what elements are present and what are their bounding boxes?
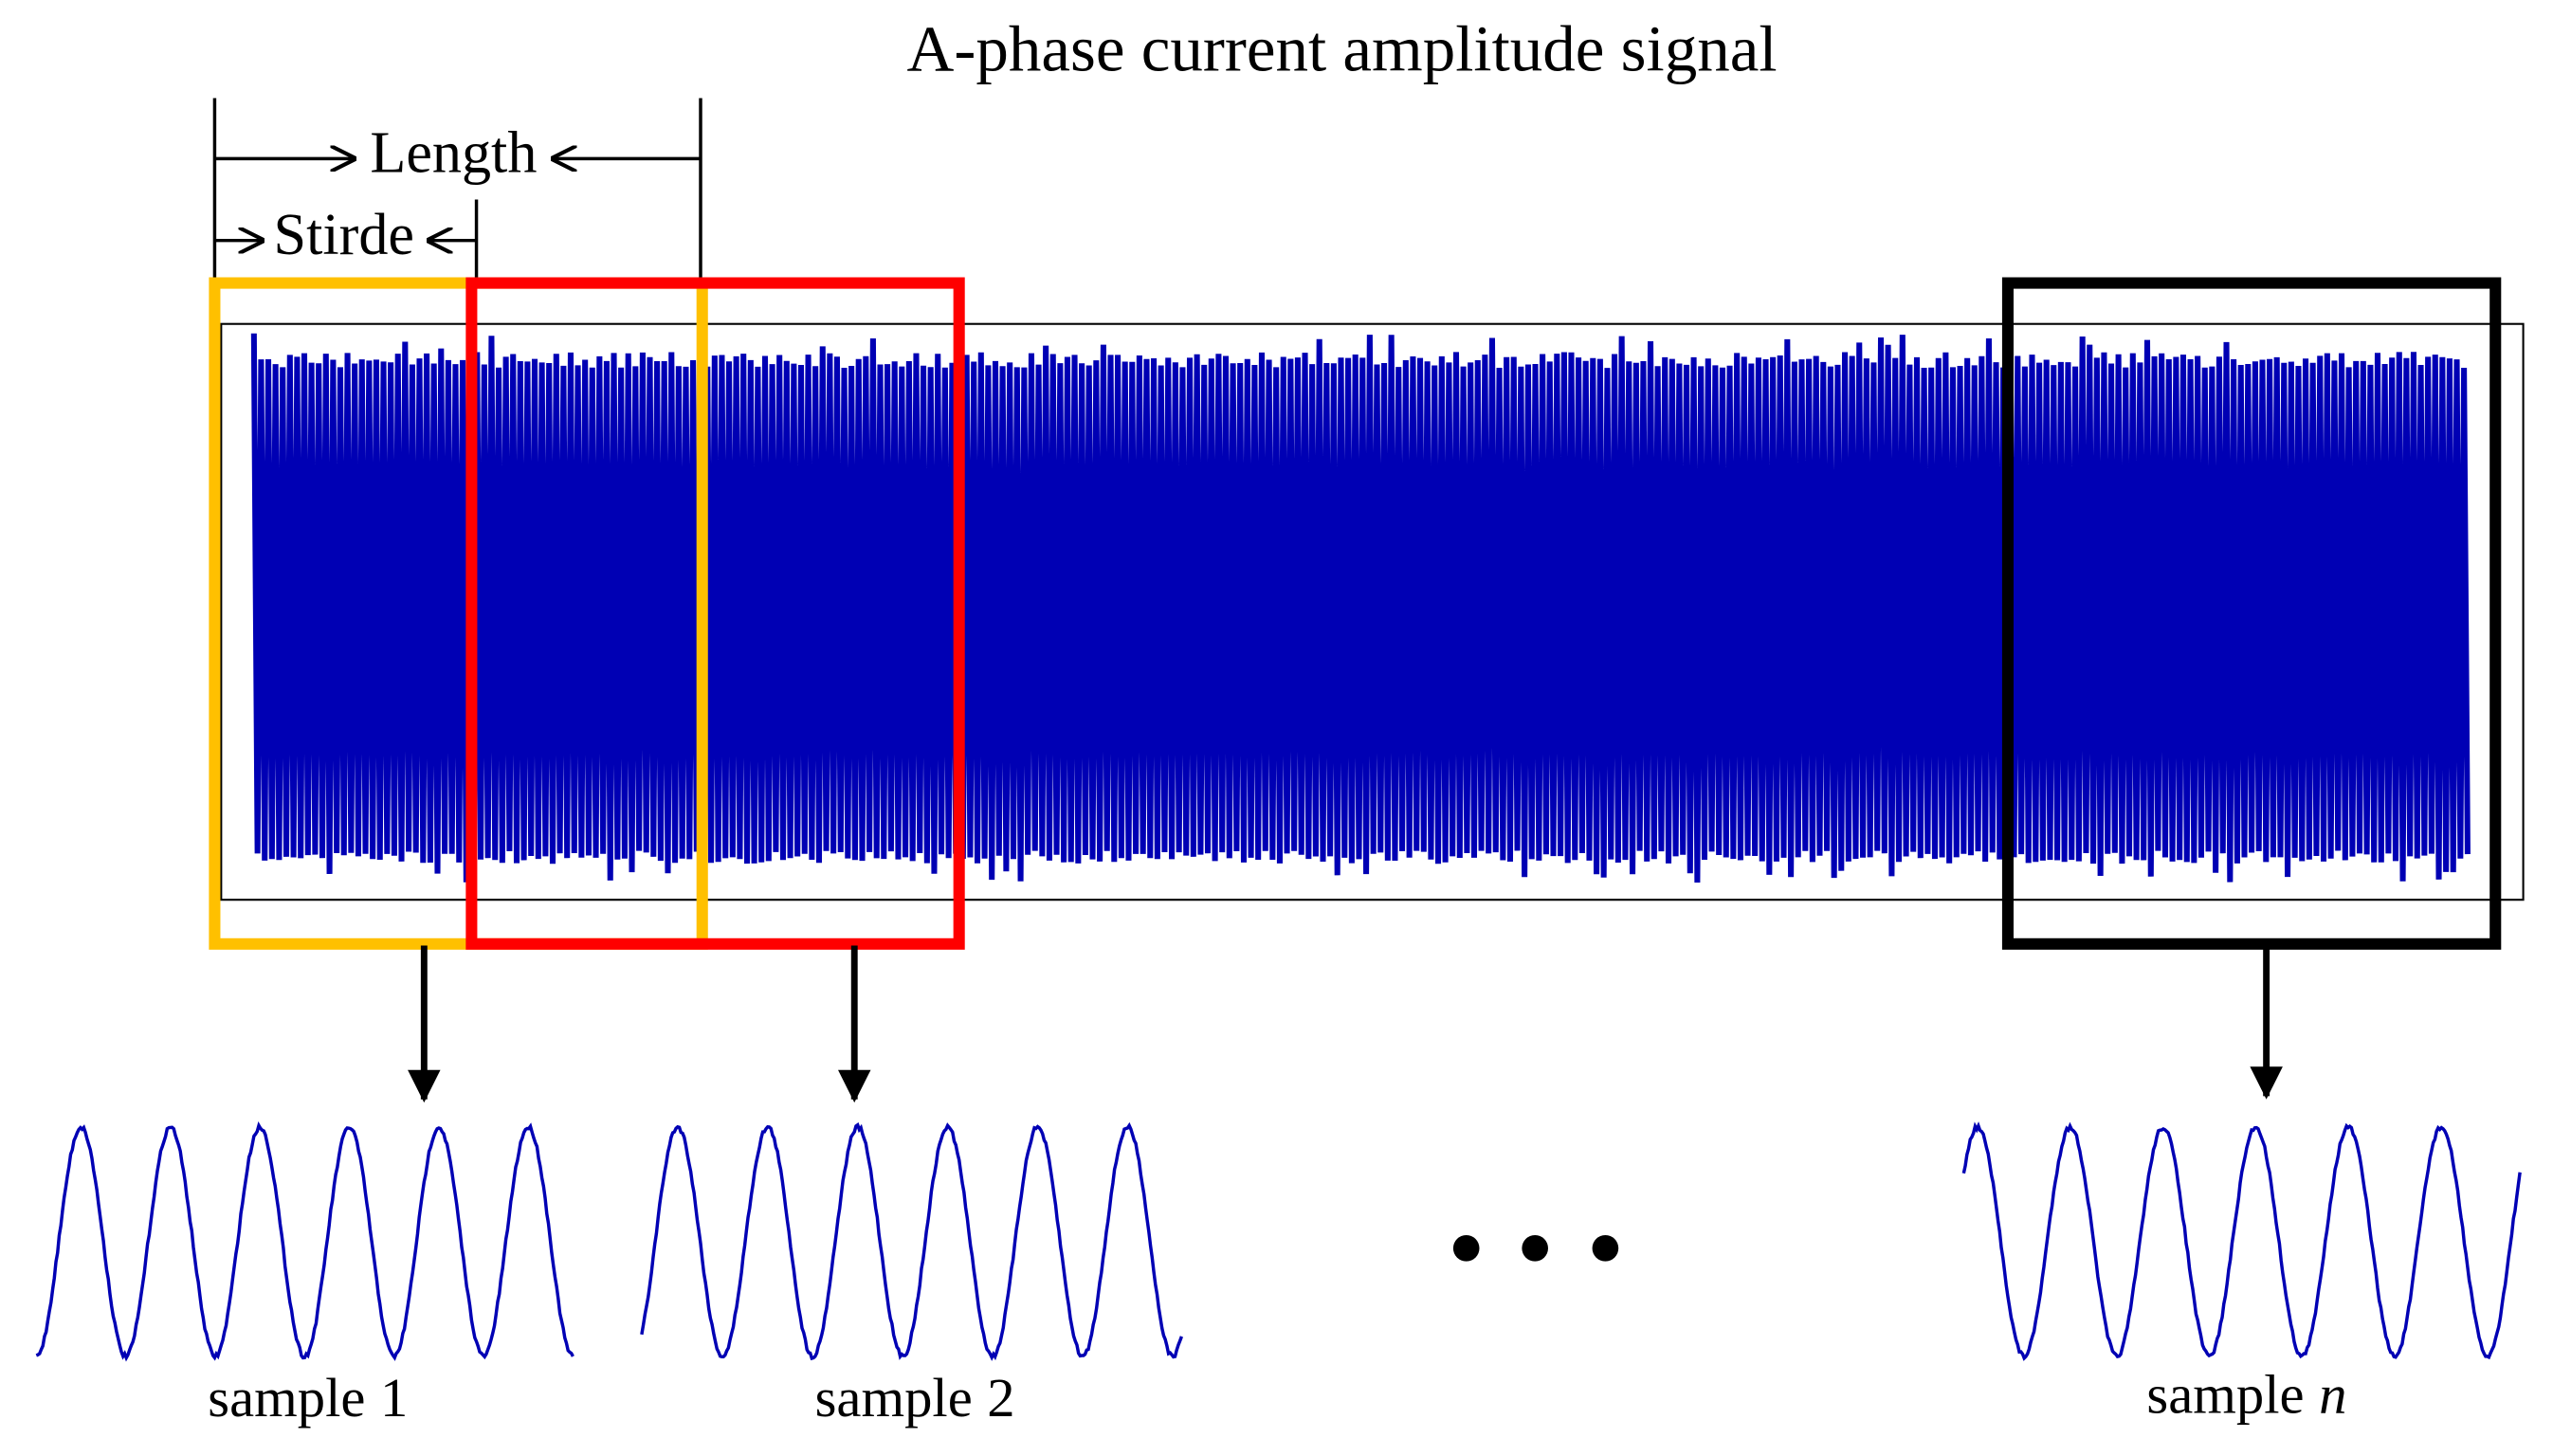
window-n (2001, 277, 2502, 950)
sample-index: 2 (987, 1367, 1014, 1429)
sample-waves (35, 1120, 2522, 1362)
sample-index: 1 (380, 1367, 408, 1429)
sample-index: n (2319, 1364, 2346, 1426)
arrows (408, 945, 2283, 1103)
signal-frame (220, 322, 2525, 901)
signal-trace (250, 333, 2471, 883)
sample-word: sample (208, 1367, 365, 1429)
signal (250, 333, 2471, 883)
sample-wave (640, 1121, 1184, 1361)
sample-wave (1961, 1121, 2522, 1361)
sample-label: sample 1 (208, 1367, 408, 1429)
length-label: Length (370, 121, 537, 186)
ellipsis (1452, 1235, 1619, 1262)
dimension-lines (212, 98, 702, 279)
sample-label: sample n (2146, 1364, 2346, 1426)
sample-word: sample (2146, 1364, 2304, 1426)
sample-label: sample 2 (815, 1367, 1015, 1429)
stride-label: Stirde (274, 203, 414, 267)
window-2 (465, 277, 965, 950)
title: A-phase current amplitude signal (907, 12, 1778, 85)
sample-word: sample (815, 1367, 973, 1429)
window-1 (209, 277, 708, 950)
sample-wave (35, 1120, 574, 1362)
